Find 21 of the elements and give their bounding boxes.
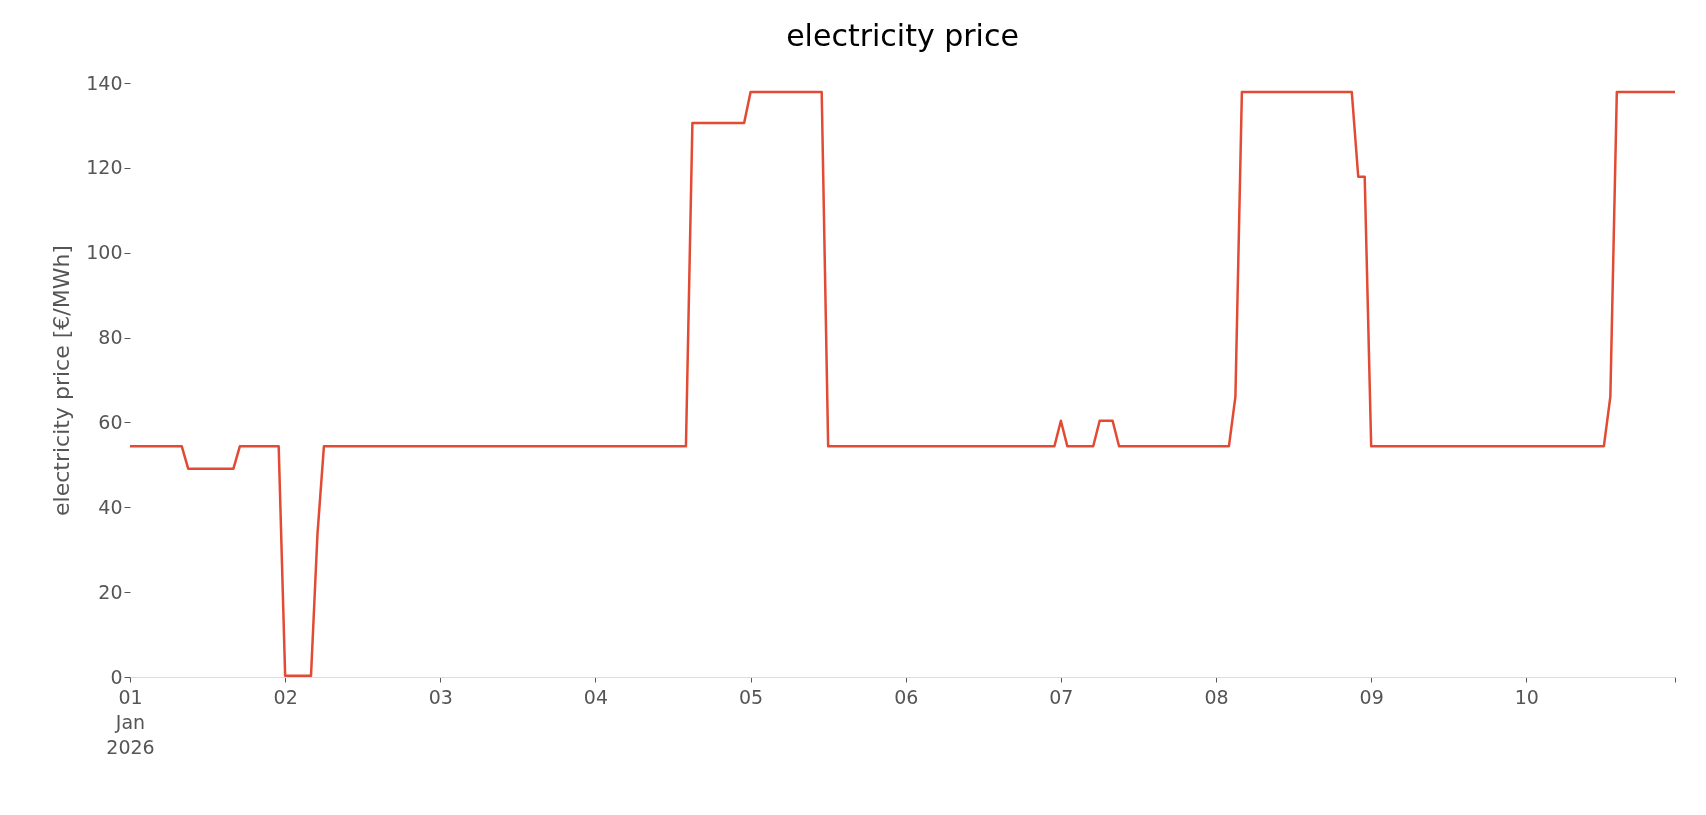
y-tick-label: 20 <box>98 580 123 603</box>
x-tick-label: 07 <box>1049 685 1074 708</box>
y-tick-label: 60 <box>98 410 123 433</box>
x-tick-label: 09 <box>1359 685 1384 708</box>
y-tick-label: 140 <box>86 71 123 94</box>
x-tick-label: 03 <box>428 685 453 708</box>
x-tick-label: 02 <box>273 685 298 708</box>
y-tick-label: 40 <box>98 495 123 518</box>
x-tick-label: 10 <box>1514 685 1539 708</box>
x-tick-label: 01 Jan 2026 <box>106 685 155 758</box>
y-tick-label: 80 <box>98 326 123 349</box>
y-tick-label: 100 <box>86 241 123 264</box>
y-tick-label: 120 <box>86 156 123 179</box>
line-series <box>128 90 1677 677</box>
x-tick-label: 08 <box>1204 685 1229 708</box>
y-axis-title: electricity price [€/MWh] <box>49 245 75 516</box>
x-tick-label: 06 <box>894 685 919 708</box>
y-tick-label: 0 <box>110 665 123 688</box>
x-tick-label: 04 <box>583 685 609 708</box>
x-tick-label: 05 <box>738 685 764 708</box>
chart-title: electricity price <box>786 18 1019 53</box>
